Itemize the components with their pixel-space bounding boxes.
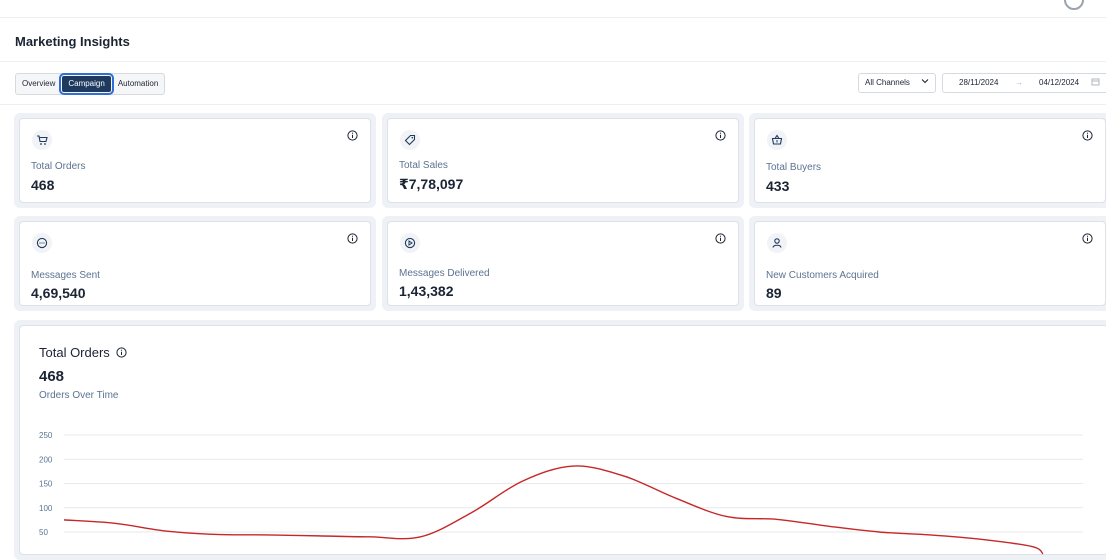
metric-label: Messages Delivered xyxy=(399,268,490,279)
metric-value: ₹7,78,097 xyxy=(399,176,464,192)
metric-label: Messages Sent xyxy=(31,270,100,281)
chart-subtitle: Orders Over Time xyxy=(39,390,119,401)
info-icon[interactable] xyxy=(347,128,358,146)
calendar-icon[interactable] xyxy=(1091,74,1100,92)
metric-value: 89 xyxy=(766,285,782,301)
y-tick-label: 100 xyxy=(39,504,53,513)
metric-card-total-sales: Total Sales ₹7,78,097 xyxy=(382,113,744,208)
cart-icon xyxy=(32,130,52,150)
metric-label: New Customers Acquired xyxy=(766,270,879,281)
channel-select[interactable]: All Channels xyxy=(858,73,936,93)
metric-card-messages-sent: Messages Sent 4,69,540 xyxy=(14,216,376,311)
metric-card-new-customers: New Customers Acquired 89 xyxy=(749,216,1106,311)
tab-overview[interactable]: Overview xyxy=(22,79,56,88)
metric-label: Total Orders xyxy=(31,161,86,172)
info-icon[interactable] xyxy=(1082,128,1093,146)
info-icon[interactable] xyxy=(715,231,726,249)
y-tick-label: 250 xyxy=(39,431,53,440)
date-to[interactable]: 04/12/2024 xyxy=(1039,78,1080,87)
date-range-picker[interactable]: 28/11/2024 → 04/12/2024 xyxy=(942,73,1106,93)
play-circle-icon xyxy=(400,233,420,253)
chevron-down-icon xyxy=(921,74,929,92)
metric-label: Total Buyers xyxy=(766,162,822,173)
divider xyxy=(0,61,1106,62)
metric-value: 1,43,382 xyxy=(399,283,454,299)
chart-total-value: 468 xyxy=(39,368,65,385)
arrow-right-icon: → xyxy=(1015,78,1023,87)
tab-group: Overview Campaign Automation xyxy=(15,73,166,95)
divider xyxy=(0,104,1106,105)
metric-value: 4,69,540 xyxy=(31,285,86,301)
orders-line-chart: 50 100 150 200 250 xyxy=(39,431,1083,555)
info-icon[interactable] xyxy=(116,345,127,360)
metric-value: 468 xyxy=(31,177,55,193)
date-from[interactable]: 28/11/2024 xyxy=(959,78,999,87)
tab-automation[interactable]: Automation xyxy=(117,79,159,88)
channel-select-value: All Channels xyxy=(865,78,910,87)
metric-value: 433 xyxy=(766,178,790,194)
y-tick-label: 200 xyxy=(39,455,53,464)
basket-icon xyxy=(767,130,787,150)
page-title: Marketing Insights xyxy=(15,34,130,49)
metric-card-total-orders: Total Orders 468 xyxy=(14,113,376,208)
tag-icon xyxy=(400,130,420,150)
top-bar xyxy=(0,0,1106,18)
info-icon[interactable] xyxy=(715,128,726,146)
metric-label: Total Sales xyxy=(399,160,448,171)
metric-card-messages-delivered: Messages Delivered 1,43,382 xyxy=(382,216,744,311)
metric-card-total-buyers: Total Buyers 433 xyxy=(749,113,1106,208)
y-tick-label: 150 xyxy=(39,480,53,489)
avatar[interactable] xyxy=(1064,0,1084,10)
chart-title-text: Total Orders xyxy=(39,345,110,360)
chart-title: Total Orders xyxy=(39,345,127,360)
top-bar-fragment xyxy=(1039,0,1042,10)
tab-campaign[interactable]: Campaign xyxy=(59,73,114,95)
orders-series-line xyxy=(63,465,1044,555)
y-tick-label: 50 xyxy=(39,528,48,537)
orders-chart-panel: Total Orders 468 Orders Over Time 50 100 1… xyxy=(14,320,1106,560)
info-icon[interactable] xyxy=(1082,231,1093,249)
user-icon xyxy=(767,233,787,253)
info-icon[interactable] xyxy=(347,231,358,249)
chat-icon xyxy=(32,233,52,253)
